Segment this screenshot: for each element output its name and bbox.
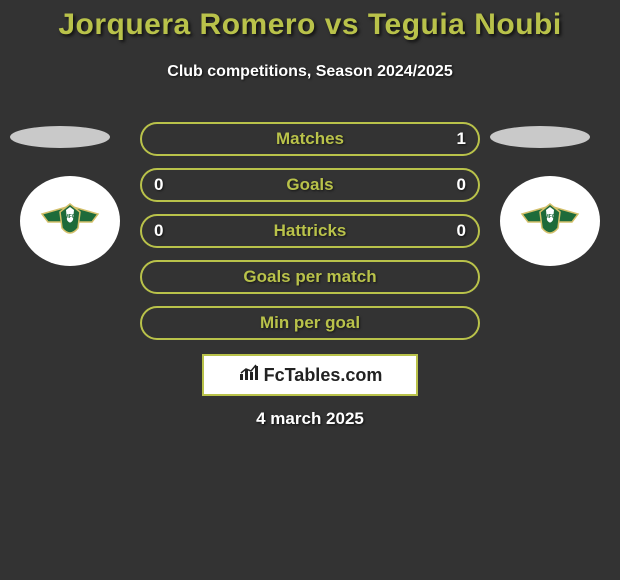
- stat-value-left: 0: [154, 221, 163, 241]
- player-left-club-logo: MFC: [20, 176, 120, 266]
- stat-value-right: 0: [457, 221, 466, 241]
- svg-text:MFC: MFC: [65, 214, 76, 220]
- club-crest-icon: MFC: [520, 194, 580, 248]
- bar-chart-icon: [238, 364, 260, 382]
- stat-label: Goals per match: [243, 267, 376, 287]
- stat-row: Matches 1: [140, 122, 480, 156]
- stat-label: Matches: [276, 129, 344, 149]
- subtitle: Club competitions, Season 2024/2025: [0, 63, 620, 81]
- player-right-shadow: [490, 126, 590, 148]
- stat-row: Hattricks 0 0: [140, 214, 480, 248]
- stat-value-right: 0: [457, 175, 466, 195]
- stat-value-left: 0: [154, 175, 163, 195]
- brand-box[interactable]: FcTables.com: [202, 354, 418, 396]
- player-right-club-logo: MFC: [500, 176, 600, 266]
- stat-label: Hattricks: [274, 221, 347, 241]
- page-title: Jorquera Romero vs Teguia Noubi: [0, 8, 620, 42]
- comparison-card: Jorquera Romero vs Teguia Noubi Club com…: [0, 0, 620, 580]
- stat-row: Min per goal: [140, 306, 480, 340]
- stat-label: Goals: [286, 175, 333, 195]
- svg-text:MFC: MFC: [545, 214, 556, 220]
- player-left-shadow: [10, 126, 110, 148]
- stat-label: Min per goal: [260, 313, 360, 333]
- generated-date: 4 march 2025: [0, 409, 620, 429]
- brand-chart-icon: [238, 364, 260, 387]
- stat-row: Goals 0 0: [140, 168, 480, 202]
- brand-text: FcTables.com: [264, 365, 383, 386]
- club-crest-icon: MFC: [40, 194, 100, 248]
- stat-value-right: 1: [457, 129, 466, 149]
- stat-row: Goals per match: [140, 260, 480, 294]
